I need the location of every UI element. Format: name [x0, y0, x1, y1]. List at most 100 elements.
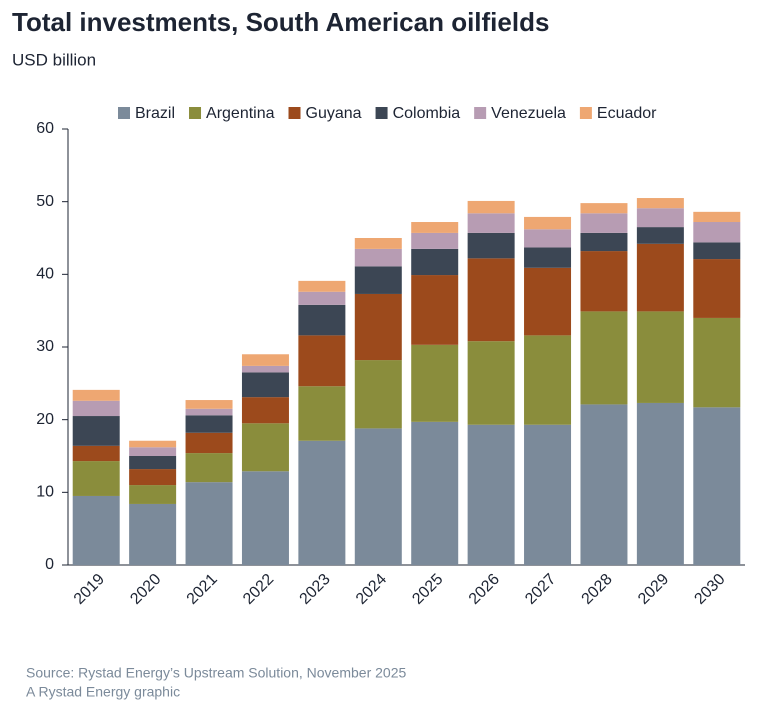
legend-label: Guyana	[306, 105, 362, 122]
legend-swatch	[288, 107, 301, 119]
x-tick-label: 2025	[409, 571, 446, 608]
bar-segment	[129, 447, 177, 456]
bar-segment	[636, 198, 684, 209]
bar-segment	[298, 335, 346, 387]
x-tick-label: 2029	[635, 571, 672, 608]
bar-segment	[524, 216, 572, 230]
bar-segment	[354, 360, 402, 429]
bar-segment	[185, 432, 233, 454]
legend-label: Argentina	[206, 105, 275, 122]
bar-segment	[467, 200, 515, 214]
bar-segment	[185, 415, 233, 433]
credit-note: A Rystad Energy graphic	[26, 684, 180, 700]
bar-segment	[636, 402, 684, 565]
bar-segment	[580, 232, 628, 252]
bar-segment	[241, 423, 289, 472]
bar-segment	[693, 222, 741, 243]
bar-segment	[129, 440, 177, 448]
y-tick-label: 0	[45, 556, 54, 573]
bar-segment	[129, 469, 177, 486]
legend-label: Brazil	[135, 105, 175, 122]
chart-title: Total investments, South American oilfie…	[12, 7, 549, 37]
bar-segment	[693, 242, 741, 260]
bar-segment	[411, 222, 459, 233]
bar-segment	[72, 416, 120, 446]
bar-segment	[524, 247, 572, 268]
bar-segment	[354, 238, 402, 249]
y-tick-label: 30	[36, 338, 54, 355]
bar-segment	[636, 311, 684, 403]
y-tick-label: 40	[36, 266, 54, 283]
bar-segment	[185, 408, 233, 416]
bar-segment	[354, 266, 402, 294]
bar-segment	[72, 400, 120, 417]
bar-segment	[467, 258, 515, 342]
x-tick-label: 2022	[240, 571, 277, 608]
y-tick-label: 50	[36, 193, 54, 210]
bar-segment	[354, 428, 402, 565]
bar-segment	[524, 335, 572, 425]
bar-segment	[354, 293, 402, 361]
bar-segment	[185, 482, 233, 565]
legend-swatch	[189, 107, 202, 119]
x-tick-label: 2023	[296, 571, 333, 608]
bar-segment	[72, 495, 120, 565]
bar-segment	[354, 248, 402, 267]
bar-segment	[298, 440, 346, 565]
bar-segment	[72, 461, 120, 496]
bar-segment	[580, 203, 628, 214]
bar-segment	[298, 386, 346, 441]
bar-segment	[72, 389, 120, 401]
bar-segment	[693, 317, 741, 408]
bar-segment	[636, 243, 684, 312]
chart-subtitle: USD billion	[12, 50, 96, 69]
bar-segment	[241, 372, 289, 398]
bar-segment	[185, 453, 233, 483]
y-tick-label: 10	[36, 484, 54, 501]
bar-segment	[241, 397, 289, 424]
x-tick-label: 2019	[71, 571, 108, 608]
x-tick-label: 2030	[691, 571, 728, 608]
x-tick-label: 2021	[184, 571, 221, 608]
legend-swatch	[579, 107, 592, 119]
x-tick-label: 2020	[127, 571, 164, 608]
bar-segment	[129, 485, 177, 504]
x-tick-label: 2026	[466, 571, 503, 608]
y-tick-label: 20	[36, 411, 54, 428]
bar-segment	[129, 456, 177, 470]
bar-segment	[580, 404, 628, 565]
x-tick-label: 2024	[353, 571, 390, 608]
bar-segment	[580, 311, 628, 405]
legend-label: Venezuela	[491, 105, 566, 122]
bar-segment	[467, 341, 515, 425]
x-tick-label: 2028	[579, 571, 616, 608]
y-tick-label: 60	[36, 120, 54, 137]
bar-segment	[411, 421, 459, 565]
bar-segment	[241, 365, 289, 373]
bar-segment	[241, 471, 289, 565]
legend-swatch	[375, 107, 388, 119]
bar-segment	[580, 213, 628, 233]
bar-segment	[524, 267, 572, 336]
bar-segment	[241, 354, 289, 366]
bar-segment	[467, 424, 515, 565]
x-tick-label: 2027	[522, 571, 559, 608]
bar-segment	[411, 248, 459, 276]
bar-segment	[298, 304, 346, 336]
bar-segment	[298, 291, 346, 305]
bar-segment	[72, 445, 120, 462]
bar-segment	[636, 208, 684, 228]
bar-segment	[298, 280, 346, 292]
bar-segment	[411, 232, 459, 249]
bar-segment	[693, 407, 741, 565]
legend-label: Colombia	[393, 105, 461, 122]
bar-segment	[636, 227, 684, 244]
bar-segment	[411, 275, 459, 345]
bar-segment	[467, 232, 515, 259]
bar-segment	[693, 211, 741, 223]
bar-segment	[524, 424, 572, 565]
bar-segment	[693, 259, 741, 318]
bar-segment	[411, 344, 459, 422]
legend-swatch	[118, 107, 130, 119]
